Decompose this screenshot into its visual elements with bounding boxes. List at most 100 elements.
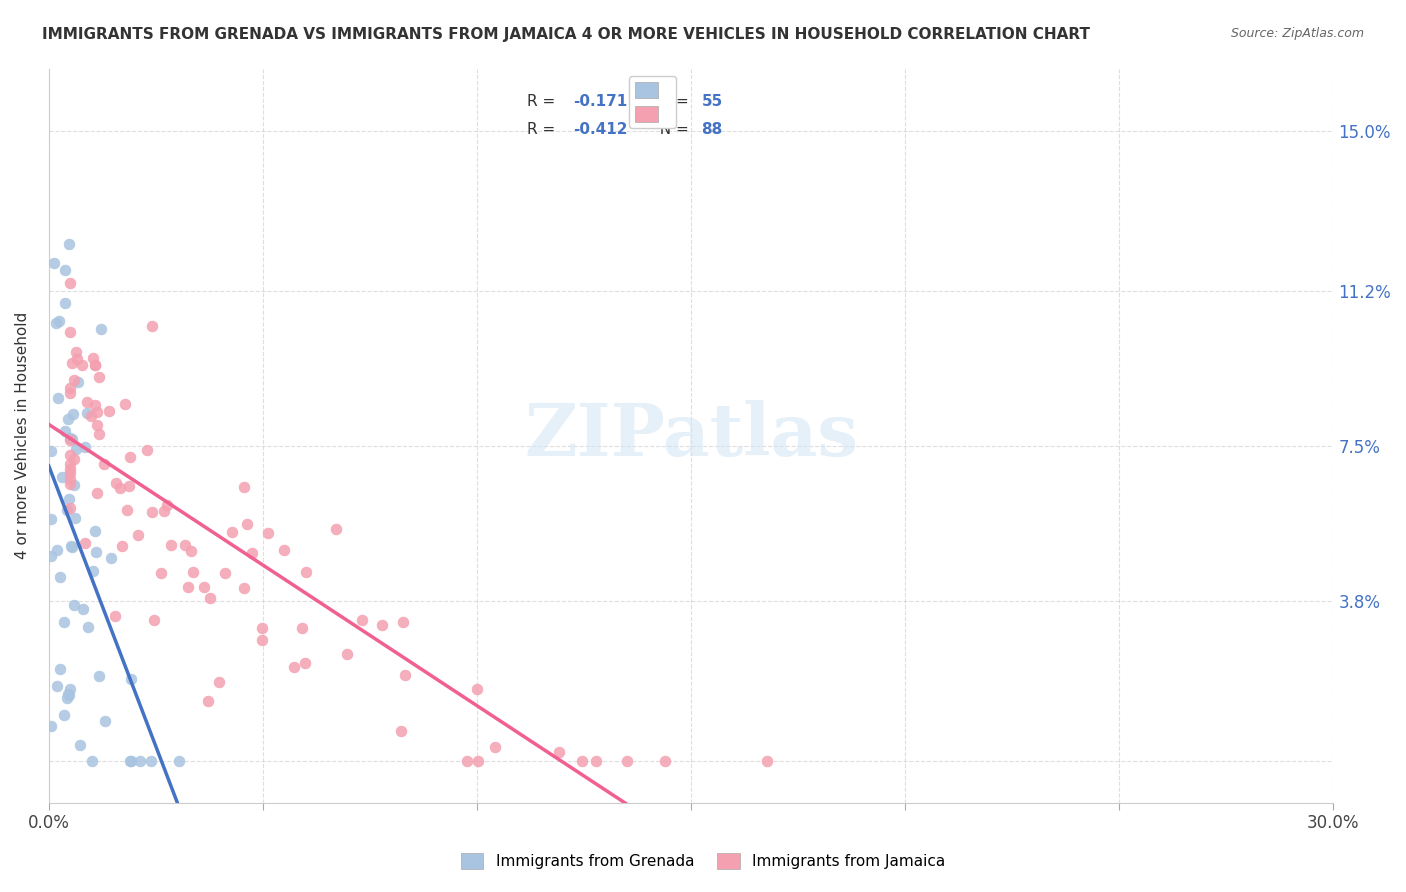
Point xyxy=(46,391,69,405)
Point xyxy=(156,498,179,512)
Point xyxy=(59,385,82,400)
Point xyxy=(56,411,79,425)
Point xyxy=(58,236,80,251)
Point xyxy=(59,326,82,340)
Point xyxy=(232,581,254,595)
Point xyxy=(180,544,202,558)
Point xyxy=(56,503,79,517)
Point xyxy=(214,566,236,580)
Point xyxy=(45,542,67,557)
Point xyxy=(86,405,108,419)
Point xyxy=(193,580,215,594)
Point xyxy=(65,344,87,359)
Point xyxy=(76,406,98,420)
Point xyxy=(72,602,94,616)
Point xyxy=(59,276,82,290)
Text: -0.171: -0.171 xyxy=(572,95,627,109)
Point xyxy=(82,351,104,365)
Point xyxy=(114,397,136,411)
Point xyxy=(100,551,122,566)
Point xyxy=(53,262,76,277)
Point xyxy=(82,754,104,768)
Point xyxy=(136,442,159,457)
Point xyxy=(39,512,62,526)
Point xyxy=(129,754,152,768)
Point xyxy=(273,542,295,557)
Point xyxy=(127,528,149,542)
Point xyxy=(59,434,82,448)
Point xyxy=(84,398,107,412)
Point xyxy=(51,470,73,484)
Point xyxy=(49,662,72,676)
Point xyxy=(394,668,416,682)
Point xyxy=(59,681,82,696)
Point xyxy=(86,486,108,500)
Point xyxy=(53,615,76,629)
Point xyxy=(336,647,359,661)
Point xyxy=(87,426,110,441)
Point xyxy=(115,503,138,517)
Point xyxy=(49,570,72,584)
Point xyxy=(60,432,83,446)
Point xyxy=(56,691,79,706)
Point xyxy=(93,714,115,729)
Point xyxy=(73,536,96,550)
Point xyxy=(89,370,111,384)
Point xyxy=(198,591,221,605)
Point xyxy=(120,450,142,465)
Point xyxy=(208,675,231,690)
Point xyxy=(84,545,107,559)
Point xyxy=(62,540,84,554)
Point xyxy=(84,359,107,373)
Point xyxy=(141,754,163,768)
Point xyxy=(295,565,318,579)
Point xyxy=(236,516,259,531)
Point xyxy=(62,407,84,421)
Point xyxy=(45,316,67,330)
Point xyxy=(585,754,607,768)
Point xyxy=(181,565,204,579)
Point xyxy=(63,452,86,467)
Point xyxy=(53,424,76,438)
Point xyxy=(59,476,82,491)
Point xyxy=(257,526,280,541)
Point xyxy=(53,296,76,310)
Point xyxy=(98,404,121,418)
Point xyxy=(41,443,63,458)
Point xyxy=(467,754,489,768)
Point xyxy=(142,613,165,627)
Point xyxy=(371,617,394,632)
Point xyxy=(65,511,87,525)
Point xyxy=(294,656,316,670)
Point xyxy=(63,598,86,612)
Point xyxy=(141,319,163,334)
Point xyxy=(108,481,131,495)
Point xyxy=(104,476,127,491)
Point xyxy=(120,672,142,686)
Point xyxy=(221,524,243,539)
Point xyxy=(66,351,89,366)
Text: R =: R = xyxy=(527,95,560,109)
Point xyxy=(48,314,70,328)
Point xyxy=(242,546,264,560)
Point xyxy=(66,375,89,389)
Point xyxy=(59,472,82,486)
Point xyxy=(63,373,86,387)
Point xyxy=(465,682,488,697)
Point xyxy=(391,724,413,739)
Point xyxy=(59,466,82,480)
Point xyxy=(118,479,141,493)
Point xyxy=(76,620,98,634)
Point xyxy=(84,359,107,373)
Point xyxy=(42,255,65,269)
Point xyxy=(58,688,80,702)
Point xyxy=(82,564,104,578)
Point xyxy=(291,621,314,635)
Point xyxy=(58,491,80,506)
Point xyxy=(392,615,415,629)
Point xyxy=(59,501,82,516)
Point xyxy=(52,708,75,723)
Point xyxy=(59,458,82,472)
Point xyxy=(93,458,115,472)
Text: -0.412: -0.412 xyxy=(572,122,627,137)
